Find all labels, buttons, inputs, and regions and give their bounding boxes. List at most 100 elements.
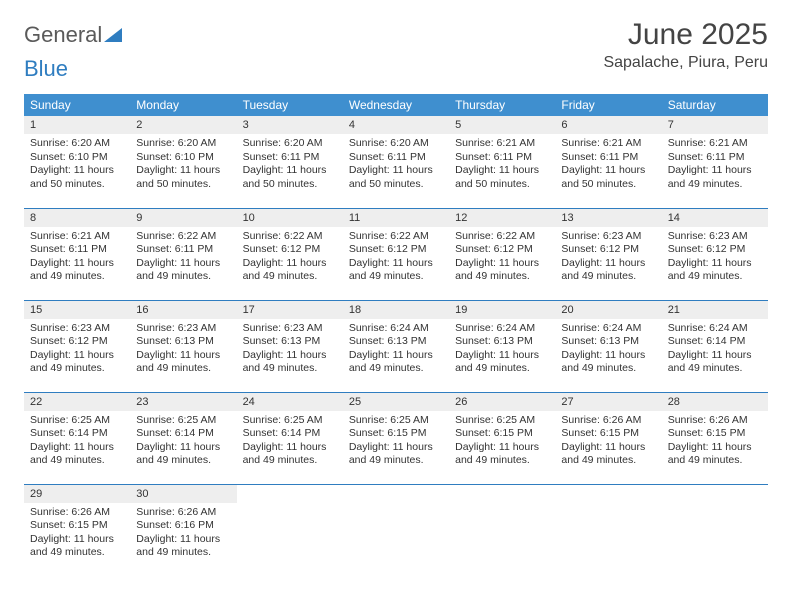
day-details: Sunrise: 6:23 AMSunset: 6:13 PMDaylight:…: [130, 319, 236, 383]
calendar-row: 29Sunrise: 6:26 AMSunset: 6:15 PMDayligh…: [24, 484, 768, 576]
daylight-line: Daylight: 11 hours and 49 minutes.: [136, 441, 230, 468]
daylight-line: Daylight: 11 hours and 49 minutes.: [561, 349, 655, 376]
sunset-line: Sunset: 6:15 PM: [455, 427, 549, 441]
day-details: Sunrise: 6:21 AMSunset: 6:11 PMDaylight:…: [662, 134, 768, 198]
calendar-cell: 11Sunrise: 6:22 AMSunset: 6:12 PMDayligh…: [343, 208, 449, 300]
calendar-cell: 9Sunrise: 6:22 AMSunset: 6:11 PMDaylight…: [130, 208, 236, 300]
calendar-cell: [237, 484, 343, 576]
calendar-cell: 24Sunrise: 6:25 AMSunset: 6:14 PMDayligh…: [237, 392, 343, 484]
day-number: 12: [449, 209, 555, 227]
day-number: 13: [555, 209, 661, 227]
sunrise-line: Sunrise: 6:22 AM: [136, 230, 230, 244]
sunrise-line: Sunrise: 6:23 AM: [243, 322, 337, 336]
day-details: Sunrise: 6:25 AMSunset: 6:15 PMDaylight:…: [449, 411, 555, 475]
sunrise-line: Sunrise: 6:26 AM: [30, 506, 124, 520]
day-details: Sunrise: 6:22 AMSunset: 6:12 PMDaylight:…: [343, 227, 449, 291]
sunrise-line: Sunrise: 6:22 AM: [349, 230, 443, 244]
sunset-line: Sunset: 6:12 PM: [30, 335, 124, 349]
sunset-line: Sunset: 6:14 PM: [668, 335, 762, 349]
calendar-cell: 14Sunrise: 6:23 AMSunset: 6:12 PMDayligh…: [662, 208, 768, 300]
day-number: 9: [130, 209, 236, 227]
sunset-line: Sunset: 6:11 PM: [455, 151, 549, 165]
sunrise-line: Sunrise: 6:23 AM: [136, 322, 230, 336]
sunrise-line: Sunrise: 6:21 AM: [561, 137, 655, 151]
sunrise-line: Sunrise: 6:24 AM: [668, 322, 762, 336]
sunset-line: Sunset: 6:13 PM: [349, 335, 443, 349]
calendar-cell: 30Sunrise: 6:26 AMSunset: 6:16 PMDayligh…: [130, 484, 236, 576]
day-number: 3: [237, 116, 343, 134]
sunset-line: Sunset: 6:13 PM: [455, 335, 549, 349]
sunset-line: Sunset: 6:11 PM: [668, 151, 762, 165]
day-details: Sunrise: 6:25 AMSunset: 6:15 PMDaylight:…: [343, 411, 449, 475]
day-number: 24: [237, 393, 343, 411]
day-number: 2: [130, 116, 236, 134]
day-details: Sunrise: 6:23 AMSunset: 6:13 PMDaylight:…: [237, 319, 343, 383]
calendar-cell: 16Sunrise: 6:23 AMSunset: 6:13 PMDayligh…: [130, 300, 236, 392]
sunrise-line: Sunrise: 6:26 AM: [668, 414, 762, 428]
daylight-line: Daylight: 11 hours and 49 minutes.: [243, 441, 337, 468]
sunrise-line: Sunrise: 6:25 AM: [136, 414, 230, 428]
logo-text-part1: General: [24, 22, 102, 48]
calendar-cell: 28Sunrise: 6:26 AMSunset: 6:15 PMDayligh…: [662, 392, 768, 484]
day-details: Sunrise: 6:24 AMSunset: 6:14 PMDaylight:…: [662, 319, 768, 383]
daylight-line: Daylight: 11 hours and 50 minutes.: [561, 164, 655, 191]
title-block: June 2025 Sapalache, Piura, Peru: [603, 18, 768, 72]
day-number: 29: [24, 485, 130, 503]
weekday-wednesday: Wednesday: [343, 94, 449, 116]
sunrise-line: Sunrise: 6:25 AM: [30, 414, 124, 428]
day-number: 17: [237, 301, 343, 319]
sunrise-line: Sunrise: 6:23 AM: [30, 322, 124, 336]
daylight-line: Daylight: 11 hours and 49 minutes.: [30, 533, 124, 560]
day-details: Sunrise: 6:23 AMSunset: 6:12 PMDaylight:…: [555, 227, 661, 291]
daylight-line: Daylight: 11 hours and 49 minutes.: [561, 257, 655, 284]
day-details: Sunrise: 6:26 AMSunset: 6:15 PMDaylight:…: [662, 411, 768, 475]
daylight-line: Daylight: 11 hours and 49 minutes.: [30, 349, 124, 376]
sunrise-line: Sunrise: 6:20 AM: [136, 137, 230, 151]
sunrise-line: Sunrise: 6:26 AM: [561, 414, 655, 428]
calendar-body: 1Sunrise: 6:20 AMSunset: 6:10 PMDaylight…: [24, 116, 768, 576]
day-details: Sunrise: 6:20 AMSunset: 6:10 PMDaylight:…: [24, 134, 130, 198]
day-number: 20: [555, 301, 661, 319]
calendar-cell: 2Sunrise: 6:20 AMSunset: 6:10 PMDaylight…: [130, 116, 236, 208]
calendar-table: Sunday Monday Tuesday Wednesday Thursday…: [24, 94, 768, 576]
day-number: 4: [343, 116, 449, 134]
sunset-line: Sunset: 6:12 PM: [349, 243, 443, 257]
daylight-line: Daylight: 11 hours and 50 minutes.: [30, 164, 124, 191]
calendar-cell: 17Sunrise: 6:23 AMSunset: 6:13 PMDayligh…: [237, 300, 343, 392]
sunrise-line: Sunrise: 6:21 AM: [455, 137, 549, 151]
daylight-line: Daylight: 11 hours and 50 minutes.: [243, 164, 337, 191]
day-details: Sunrise: 6:22 AMSunset: 6:11 PMDaylight:…: [130, 227, 236, 291]
sunrise-line: Sunrise: 6:26 AM: [136, 506, 230, 520]
sunset-line: Sunset: 6:13 PM: [561, 335, 655, 349]
day-number: 6: [555, 116, 661, 134]
sunrise-line: Sunrise: 6:24 AM: [349, 322, 443, 336]
day-details: Sunrise: 6:20 AMSunset: 6:11 PMDaylight:…: [343, 134, 449, 198]
day-number: 11: [343, 209, 449, 227]
calendar-cell: 26Sunrise: 6:25 AMSunset: 6:15 PMDayligh…: [449, 392, 555, 484]
daylight-line: Daylight: 11 hours and 49 minutes.: [455, 257, 549, 284]
sunrise-line: Sunrise: 6:20 AM: [349, 137, 443, 151]
day-details: Sunrise: 6:26 AMSunset: 6:15 PMDaylight:…: [24, 503, 130, 567]
daylight-line: Daylight: 11 hours and 49 minutes.: [243, 257, 337, 284]
calendar-cell: [555, 484, 661, 576]
calendar-row: 1Sunrise: 6:20 AMSunset: 6:10 PMDaylight…: [24, 116, 768, 208]
calendar-cell: 25Sunrise: 6:25 AMSunset: 6:15 PMDayligh…: [343, 392, 449, 484]
day-details: Sunrise: 6:25 AMSunset: 6:14 PMDaylight:…: [24, 411, 130, 475]
sunset-line: Sunset: 6:16 PM: [136, 519, 230, 533]
day-details: Sunrise: 6:21 AMSunset: 6:11 PMDaylight:…: [449, 134, 555, 198]
sunrise-line: Sunrise: 6:25 AM: [243, 414, 337, 428]
sunset-line: Sunset: 6:11 PM: [30, 243, 124, 257]
day-number: 21: [662, 301, 768, 319]
day-details: Sunrise: 6:21 AMSunset: 6:11 PMDaylight:…: [555, 134, 661, 198]
day-number: 10: [237, 209, 343, 227]
sunrise-line: Sunrise: 6:22 AM: [243, 230, 337, 244]
daylight-line: Daylight: 11 hours and 49 minutes.: [349, 441, 443, 468]
day-number: 23: [130, 393, 236, 411]
sunrise-line: Sunrise: 6:20 AM: [243, 137, 337, 151]
daylight-line: Daylight: 11 hours and 50 minutes.: [455, 164, 549, 191]
calendar-cell: [662, 484, 768, 576]
location: Sapalache, Piura, Peru: [603, 54, 768, 72]
day-details: Sunrise: 6:24 AMSunset: 6:13 PMDaylight:…: [449, 319, 555, 383]
sunrise-line: Sunrise: 6:23 AM: [561, 230, 655, 244]
calendar-cell: [343, 484, 449, 576]
